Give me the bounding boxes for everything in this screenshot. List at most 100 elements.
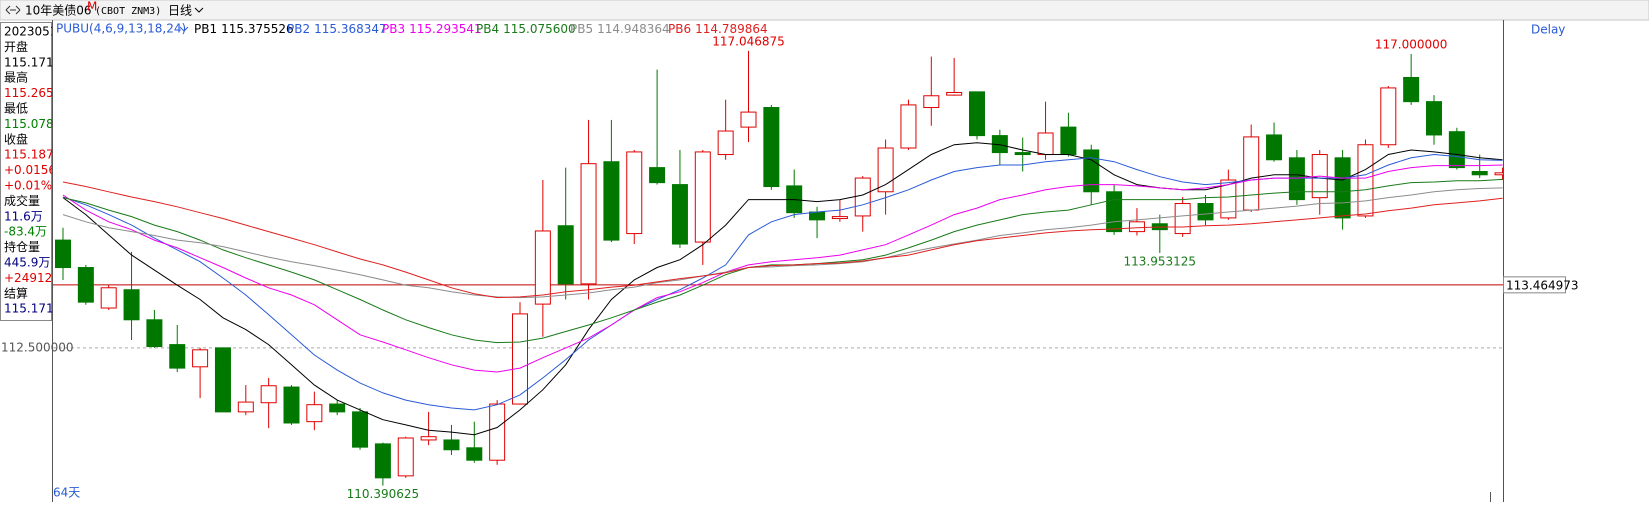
extreme-label: 117.046875 <box>712 34 785 48</box>
candle-body <box>443 439 460 451</box>
instrument-mark: M <box>87 0 97 14</box>
info-row: +24912 <box>4 271 52 285</box>
candle-body <box>1197 203 1214 221</box>
candle-body <box>1037 132 1054 156</box>
info-row: 成交量 <box>4 193 40 208</box>
candle-body <box>763 107 780 188</box>
candle-body <box>260 385 277 404</box>
info-row: 115.1719 <box>4 55 61 69</box>
info-row: +0.01% <box>4 179 52 193</box>
overlay: 113.464973 117.046875 117.000000 110.390625… <box>347 34 1579 501</box>
candle-body <box>329 403 346 413</box>
candle-body <box>1357 144 1374 217</box>
candle-body <box>100 287 117 309</box>
legend-entry: PB4 115.075600 <box>476 22 576 36</box>
candle-body <box>1288 157 1305 201</box>
candle-body <box>1334 157 1351 219</box>
candle-body <box>969 91 985 137</box>
candle-body <box>192 349 209 368</box>
candle-body <box>512 313 528 405</box>
candle-body <box>1220 179 1237 219</box>
candle-body <box>1174 203 1191 235</box>
candle-body <box>397 437 414 477</box>
legend-entry: PB2 115.368347 <box>287 22 387 36</box>
candle-body <box>1448 131 1465 169</box>
candle-body <box>854 177 871 217</box>
legend-name: PB3 <box>382 22 405 36</box>
period-dropdown[interactable] <box>194 7 204 13</box>
legend-name: PB1 <box>194 22 217 36</box>
legend-entry: PB1 115.375526 <box>194 22 294 36</box>
toggle-icon[interactable] <box>5 5 21 15</box>
extreme-label: 110.390625 <box>347 487 420 501</box>
candle-body <box>1494 172 1503 176</box>
extreme-label: 113.953125 <box>1124 254 1197 268</box>
candle-body <box>626 151 643 235</box>
candle-body <box>534 230 551 305</box>
info-row: 最高 <box>4 70 28 85</box>
info-row: 115.0781 <box>4 117 61 131</box>
legend-value: 114.948364 <box>597 22 670 36</box>
instrument-name: 10年美债06 <box>25 4 92 18</box>
period-select[interactable]: 日线 <box>168 4 192 18</box>
candle-body <box>1380 87 1397 146</box>
info-row: -83.4万 <box>4 225 47 239</box>
candle-body <box>1426 101 1442 136</box>
candle-body <box>877 147 894 193</box>
candle-body <box>1243 136 1260 211</box>
candle-body <box>283 386 300 424</box>
info-row: 11.6万 <box>4 209 43 223</box>
legend-name: PB5 <box>570 22 593 36</box>
candle-body <box>237 401 254 413</box>
candle-body <box>146 319 163 348</box>
plot-area <box>55 50 1503 486</box>
candle-body <box>946 91 963 96</box>
candle-body <box>214 347 231 413</box>
extreme-label: 117.000000 <box>1375 37 1448 51</box>
candle-body <box>306 404 323 423</box>
legend-value: 114.789864 <box>695 22 768 36</box>
candle-body <box>740 111 757 128</box>
grid: 112.500000 <box>1 284 1503 354</box>
candle-body <box>580 163 597 285</box>
candle-body <box>123 289 140 321</box>
candle-body <box>1471 171 1488 176</box>
candle-body <box>1128 221 1145 233</box>
legend-entry: PB5 114.948364 <box>570 22 670 36</box>
toolbar <box>0 0 1649 21</box>
candle-body <box>557 225 574 285</box>
info-row: 最低 <box>4 102 28 116</box>
info-row: 持仓量 <box>4 239 40 254</box>
candle-body <box>831 216 848 220</box>
candle-body <box>900 104 917 149</box>
ma-line <box>62 181 1503 299</box>
legend-name: PB2 <box>287 22 310 36</box>
candle-body <box>1106 191 1123 233</box>
ma-line <box>62 187 1503 299</box>
candle-body <box>1403 76 1420 103</box>
candle-body <box>1060 126 1077 156</box>
candle-body <box>671 184 688 245</box>
y-tick-label: 112.500000 <box>1 340 74 354</box>
info-row: 收盘 <box>4 131 28 146</box>
candle-body <box>1014 152 1031 156</box>
candle-body <box>923 95 940 109</box>
indicator-name[interactable]: PUBU(4,6,9,13,18,24) <box>56 22 186 36</box>
legend-name: PB4 <box>476 22 499 36</box>
info-row: 20230510 <box>4 25 65 39</box>
delay-status: Delay <box>1531 23 1565 37</box>
indicator-dropdown[interactable] <box>179 26 189 32</box>
legend-value: 115.075600 <box>503 22 576 36</box>
info-row: 115.1875 <box>4 148 61 162</box>
legend-entry: PB6 114.789864 <box>668 22 768 36</box>
info-row: 结算 <box>4 285 28 300</box>
instrument-code: (CBOT ZNM3) <box>95 6 161 17</box>
candle-body <box>420 436 437 441</box>
candle-body <box>55 239 71 269</box>
ma-line <box>62 142 1503 436</box>
candle-body <box>809 211 826 221</box>
